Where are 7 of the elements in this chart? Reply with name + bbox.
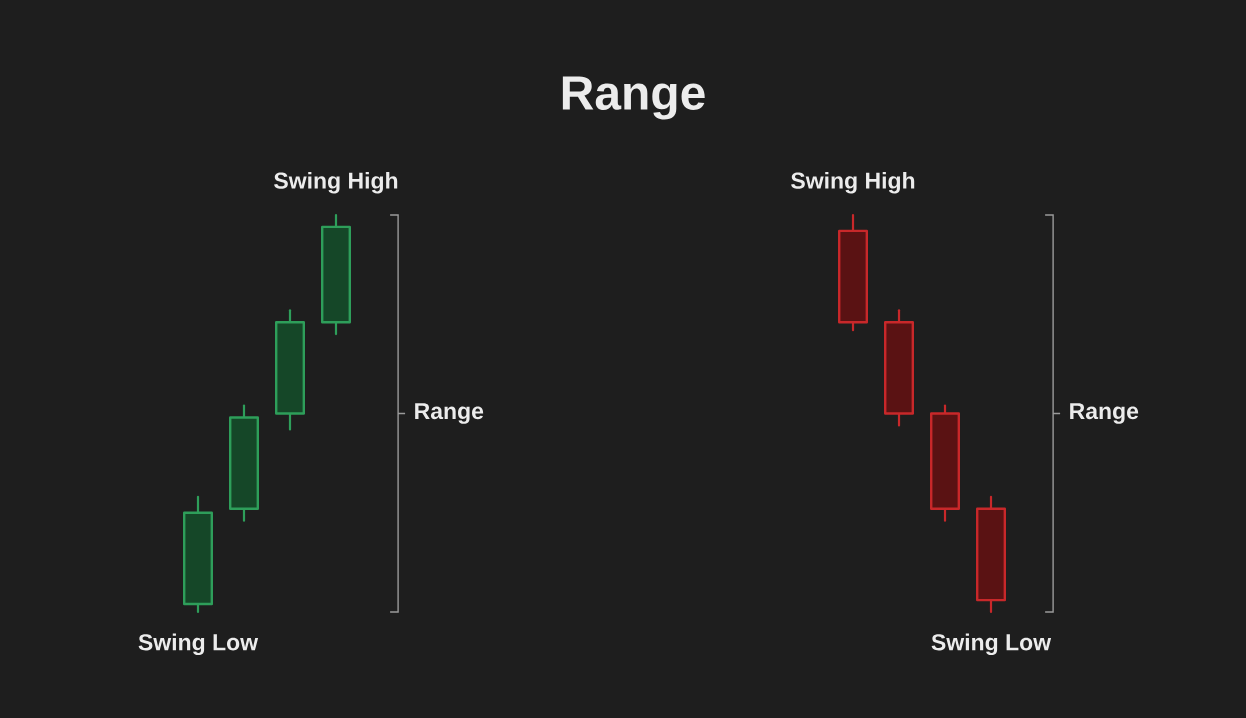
- annotation: Swing Low: [138, 633, 259, 656]
- annotation: Swing High: [274, 171, 398, 194]
- annotation: Swing High: [791, 171, 915, 194]
- text: Range: [562, 76, 705, 120]
- text: Range: [1070, 403, 1139, 424]
- text: Range: [415, 403, 484, 424]
- annotation: Swing Low: [931, 633, 1052, 656]
